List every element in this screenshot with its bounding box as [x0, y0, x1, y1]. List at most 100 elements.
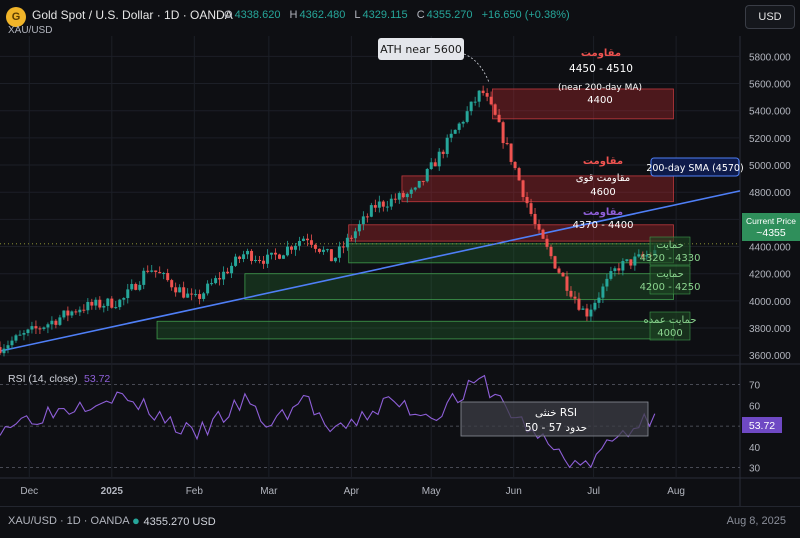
ath-arrow — [463, 53, 490, 83]
currency-button[interactable]: USD — [745, 5, 795, 29]
candle — [42, 326, 46, 331]
candle — [274, 248, 278, 261]
support-zone — [156, 320, 674, 340]
price-tick-label: 4800.000 — [749, 188, 791, 199]
candle — [0, 341, 2, 355]
candle — [581, 305, 585, 311]
candle — [202, 291, 206, 302]
candle — [270, 252, 274, 260]
candle — [94, 297, 98, 310]
candle — [537, 219, 541, 234]
rsi-note-line2: حدود 57 - 50 — [525, 422, 587, 434]
rsi-tick-label: 30 — [749, 464, 761, 475]
candle — [150, 264, 154, 273]
candle — [30, 321, 34, 334]
candle — [453, 129, 457, 135]
candle — [98, 296, 102, 310]
price-tick-label: 4200.000 — [749, 270, 791, 281]
time-tick-label: 2025 — [101, 486, 124, 497]
candle — [425, 167, 429, 183]
resistance-value-label: 4600 — [590, 187, 615, 198]
candle — [2, 344, 6, 357]
candle — [577, 292, 581, 312]
candle — [26, 328, 30, 337]
price-axis[interactable]: 3600.000 3800.000 4000.000 4200.000 4400.000… — [742, 52, 800, 362]
low-value: 4329.115 — [362, 9, 408, 21]
candle — [525, 192, 529, 208]
candle — [373, 199, 377, 213]
price-tick-label: 5200.000 — [749, 134, 791, 145]
support-title-label: حمایت عمده — [643, 315, 696, 326]
candle — [557, 266, 561, 274]
time-tick-label: Apr — [344, 486, 360, 497]
low-label: L — [354, 9, 361, 21]
support-label-box — [649, 311, 691, 341]
candle — [377, 195, 381, 213]
sma-label: 200-day SMA (4570) — [646, 163, 743, 174]
candle — [357, 220, 361, 236]
rsi-note-box — [460, 401, 649, 437]
footer-price: ● 4355.270 USD — [132, 513, 216, 528]
rsi-line — [0, 374, 656, 469]
candle — [585, 303, 589, 322]
candle — [305, 233, 309, 247]
support-range-label: 4200 - 4250 — [640, 282, 701, 293]
strong-resistance-label: مقاومت قوی — [576, 173, 630, 184]
time-axis[interactable]: Dec 2025 Feb Mar Apr May Jun Jul Aug — [20, 486, 685, 497]
candle — [341, 241, 345, 254]
candle — [445, 134, 449, 158]
candle — [489, 91, 493, 106]
price-tick-label: 4000.000 — [749, 297, 791, 308]
candle — [349, 235, 353, 242]
candle — [313, 243, 317, 253]
candle — [281, 254, 285, 259]
status-bar: XAU/USD · 1D · OANDA ● 4355.270 USD Aug … — [0, 506, 800, 538]
rsi-tick-label: 60 — [749, 401, 761, 412]
support-zone — [348, 243, 674, 264]
candle — [409, 187, 413, 199]
open-value: 4338.620 — [234, 9, 281, 21]
rsi-note-line1: خنثی RSI — [535, 407, 577, 419]
gold-logo-icon: G — [6, 7, 26, 27]
annotations-group: مقاومت 4450 - 4510 (near 200-day MA) 4400 مق… — [378, 38, 744, 341]
price-tick-label: 3800.000 — [749, 324, 791, 335]
close-value: 4355.270 — [426, 9, 473, 21]
candle — [138, 281, 142, 292]
candle — [521, 179, 525, 201]
price-tick-label: 5800.000 — [749, 52, 791, 63]
candle — [473, 96, 477, 106]
sma-label-box — [650, 157, 740, 177]
candle — [325, 248, 329, 253]
instrument-title[interactable]: Gold Spot / U.S. Dollar · 1D · OANDA — [32, 8, 233, 22]
candle — [361, 211, 365, 231]
candle — [465, 106, 469, 124]
candle — [182, 281, 186, 299]
candle — [477, 90, 481, 108]
candle — [545, 234, 549, 250]
candle — [369, 202, 373, 218]
candle — [22, 330, 26, 341]
high-label: H — [289, 9, 298, 21]
candle — [609, 266, 613, 281]
candle — [553, 255, 557, 269]
candle — [517, 166, 521, 181]
candle — [389, 194, 393, 210]
time-tick-label: Dec — [20, 486, 38, 497]
candle — [82, 304, 86, 314]
candle — [637, 249, 641, 258]
candle — [250, 249, 254, 265]
candle — [38, 326, 42, 335]
time-tick-label: May — [422, 486, 441, 497]
footer-currency: USD — [192, 516, 216, 528]
candle — [321, 246, 325, 255]
candle — [457, 122, 461, 134]
price-chart[interactable]: مقاومت 4450 - 4510 (near 200-day MA) 4400 مق… — [0, 0, 800, 506]
candle — [617, 263, 621, 275]
candle — [549, 244, 553, 260]
candle — [401, 190, 405, 199]
candle — [34, 320, 38, 334]
price-tick-label: 5000.000 — [749, 161, 791, 172]
candle — [505, 137, 509, 146]
candle — [633, 252, 637, 271]
price-tick-label: 5600.000 — [749, 80, 791, 91]
